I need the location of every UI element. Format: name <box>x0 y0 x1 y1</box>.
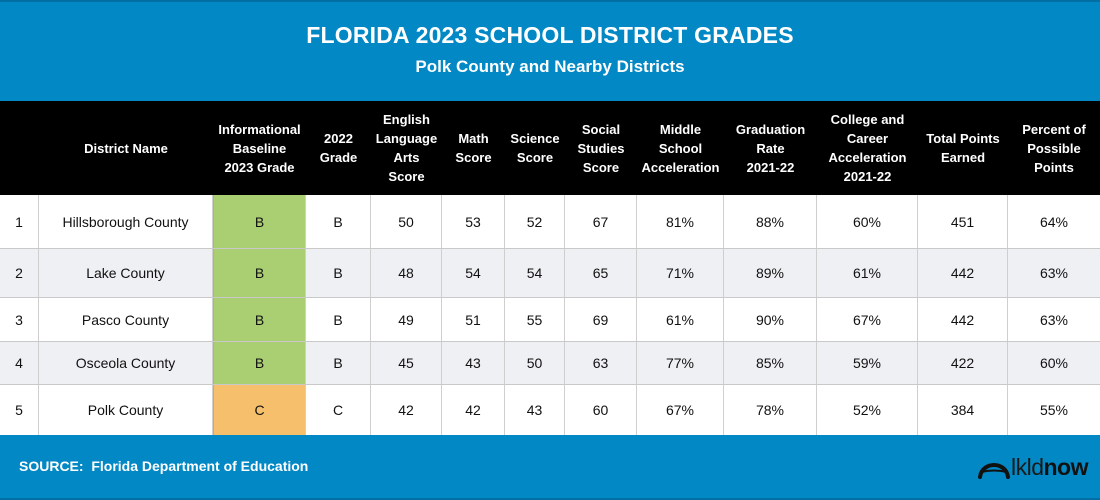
column-header-college-career-acceleration[interactable]: College and Career Acceleration 2021-22 <box>828 112 907 184</box>
cell-social-studies-score: 63 <box>565 342 637 384</box>
table-body: 1 Hillsborough County B B 50 53 52 67 81% 88% 60% 4… <box>0 195 1100 435</box>
cell-grade-2022: B <box>306 195 371 248</box>
cell-baseline-2023-grade: B <box>213 249 306 297</box>
cell-middle-school-acceleration: 71% <box>637 249 724 297</box>
cell-total-points: 422 <box>918 342 1008 384</box>
cell-total-points: 451 <box>918 195 1008 248</box>
column-header-social-studies-score[interactable]: Social Studies Score <box>577 121 625 175</box>
cell-percent-possible-points: 63% <box>1039 265 1069 281</box>
cell-baseline-2023-grade: B <box>213 342 306 384</box>
cell-college-career-acceleration: 59% <box>817 342 918 384</box>
cell-social-studies-score: 69 <box>565 298 637 341</box>
cell-graduation-rate: 85% <box>724 342 817 384</box>
cell-science-score: 55 <box>505 298 565 341</box>
column-header-ela-score[interactable]: English Language Arts Score <box>375 112 438 184</box>
cell-ela-score: 49 <box>371 298 442 341</box>
cell-total-points: 384 <box>918 385 1008 435</box>
table-row: 4 Osceola County B B 45 43 50 63 77% 85% 59% 422 60% <box>0 342 1100 385</box>
cell-math-score: 43 <box>442 342 505 384</box>
column-header-total-points[interactable]: Total Points Earned <box>926 131 1000 165</box>
column-header-row-number[interactable] <box>0 101 39 195</box>
column-header-baseline-2023-grade[interactable]: Informational Baseline 2023 Grade <box>218 121 301 175</box>
cell-middle-school-acceleration: 61% <box>637 298 724 341</box>
cell-row-number: 2 <box>0 249 39 297</box>
cell-graduation-rate: 88% <box>724 195 817 248</box>
cell-graduation-rate: 89% <box>724 249 817 297</box>
table-row: 3 Pasco County B B 49 51 55 69 61% 90% 67% 442 63% <box>0 298 1100 342</box>
column-header-percent-possible-points[interactable]: Percent of Possible Points <box>1022 121 1086 175</box>
cell-grade-2022: B <box>306 298 371 341</box>
cell-math-score: 51 <box>442 298 505 341</box>
cell-social-studies-score: 67 <box>565 195 637 248</box>
title-banner: FLORIDA 2023 SCHOOL DISTRICT GRADES Polk… <box>0 0 1100 101</box>
table-row: 5 Polk County C C 42 42 43 60 67% 78% 52% 384 55% <box>0 385 1100 435</box>
cell-total-points: 442 <box>918 249 1008 297</box>
column-header-graduation-rate[interactable]: Graduation Rate 2021-22 <box>735 121 806 175</box>
cell-percent-possible-points: 55% <box>1039 402 1069 418</box>
cell-baseline-2023-grade: C <box>213 385 306 435</box>
cell-percent-possible-points: 64% <box>1039 213 1069 230</box>
logo-text-bold: now <box>1043 454 1089 480</box>
cell-percent-possible-points: 63% <box>1039 311 1069 328</box>
cell-science-score: 52 <box>505 195 565 248</box>
cell-row-number: 4 <box>0 342 39 384</box>
cell-district-name: Pasco County <box>39 298 213 341</box>
cell-row-number: 5 <box>0 385 39 435</box>
source-note: SOURCE: Florida Department of Education <box>19 458 309 474</box>
cell-middle-school-acceleration: 81% <box>637 195 724 248</box>
cell-ela-score: 48 <box>371 249 442 297</box>
cell-row-number: 1 <box>0 195 39 248</box>
column-header-grade-2022[interactable]: 2022 Grade <box>319 131 358 165</box>
cell-total-points: 442 <box>918 298 1008 341</box>
arch-bridge-icon <box>977 463 1010 479</box>
footer-banner: SOURCE: Florida Department of Education … <box>0 435 1100 500</box>
table-row: 1 Hillsborough County B B 50 53 52 67 81% 88% 60% 4… <box>0 195 1100 249</box>
cell-row-number: 3 <box>0 298 39 341</box>
cell-grade-2022: C <box>306 385 371 435</box>
cell-district-name: Osceola County <box>39 342 213 384</box>
cell-science-score: 50 <box>505 342 565 384</box>
cell-college-career-acceleration: 60% <box>817 195 918 248</box>
chart-title: FLORIDA 2023 SCHOOL DISTRICT GRADES <box>306 22 794 48</box>
chart-subtitle: Polk County and Nearby Districts <box>415 57 685 76</box>
cell-college-career-acceleration: 52% <box>817 385 918 435</box>
cell-math-score: 53 <box>442 195 505 248</box>
cell-percent-possible-points: 60% <box>1039 355 1069 371</box>
lkldnow-logo: lkldnow <box>977 454 1088 480</box>
column-header-math-score[interactable]: Math Score <box>455 131 492 165</box>
cell-math-score: 54 <box>442 249 505 297</box>
column-header-district-name[interactable]: District Name <box>84 140 168 156</box>
cell-college-career-acceleration: 67% <box>817 298 918 341</box>
cell-science-score: 43 <box>505 385 565 435</box>
cell-graduation-rate: 90% <box>724 298 817 341</box>
cell-social-studies-score: 60 <box>565 385 637 435</box>
cell-social-studies-score: 65 <box>565 249 637 297</box>
cell-baseline-2023-grade: B <box>213 298 306 341</box>
table-row: 2 Lake County B B 48 54 54 65 71% 89% 61% 442 63% <box>0 249 1100 298</box>
logo-text-light: lkld <box>1010 454 1044 480</box>
cell-grade-2022: B <box>306 249 371 297</box>
cell-district-name: Lake County <box>39 249 213 297</box>
table-header: District Name Informational Baseline 2023… <box>0 101 1100 195</box>
cell-college-career-acceleration: 61% <box>817 249 918 297</box>
cell-ela-score: 45 <box>371 342 442 384</box>
cell-ela-score: 50 <box>371 195 442 248</box>
cell-grade-2022: B <box>306 342 371 384</box>
cell-middle-school-acceleration: 77% <box>637 342 724 384</box>
column-header-science-score[interactable]: Science Score <box>510 131 560 165</box>
cell-ela-score: 42 <box>371 385 442 435</box>
cell-district-name: Hillsborough County <box>39 195 213 248</box>
column-header-middle-school-acceleration[interactable]: Middle School Acceleration <box>641 121 720 175</box>
cell-graduation-rate: 78% <box>724 385 817 435</box>
cell-district-name: Polk County <box>39 385 213 435</box>
cell-baseline-2023-grade: B <box>213 195 306 248</box>
cell-science-score: 54 <box>505 249 565 297</box>
cell-math-score: 42 <box>442 385 505 435</box>
cell-middle-school-acceleration: 67% <box>637 385 724 435</box>
